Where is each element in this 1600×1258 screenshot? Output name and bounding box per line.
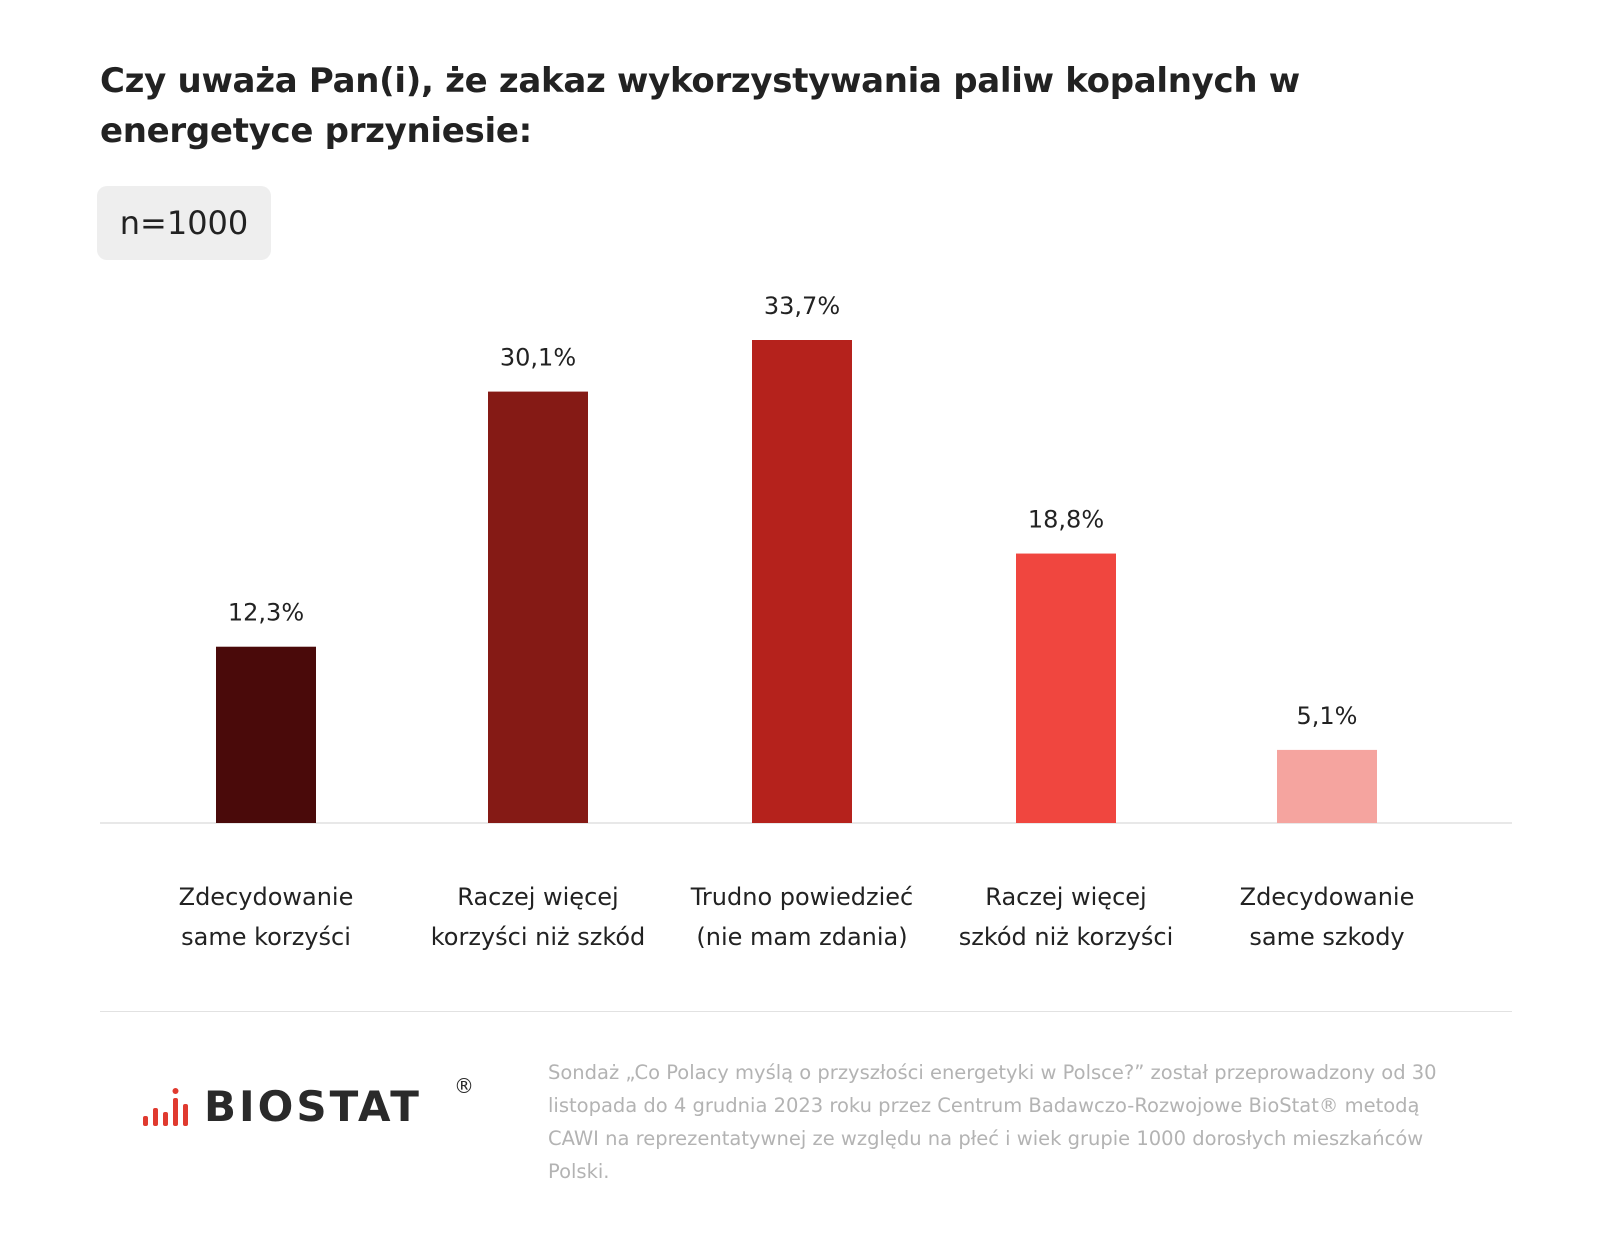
chart-title: Czy uważa Pan(i), że zakaz wykorzystywan… [100, 61, 1300, 151]
bar-4 [1016, 553, 1116, 823]
bar-5 [1277, 749, 1377, 823]
bar-value-label-3: 33,7% [764, 292, 840, 320]
sample-size-badge: n=1000 [97, 186, 271, 260]
category-label-5-line-1: Zdecydowanie [1240, 883, 1415, 911]
bar-3 [752, 340, 852, 823]
signal-bars-icon [143, 1088, 188, 1126]
category-label-1-line-1: Zdecydowanie [179, 883, 354, 911]
logo-wordmark: BIOSTAT [204, 1082, 422, 1131]
category-label-3-line-2: (nie mam zdania) [696, 923, 907, 951]
bar-1 [216, 646, 316, 823]
bar-2 [488, 391, 588, 823]
category-label-5-line-2: same szkody [1249, 923, 1404, 951]
survey-footnote: Sondaż „Co Polacy myślą o przyszłości en… [548, 1061, 1437, 1183]
bar-value-label-2: 30,1% [500, 344, 576, 372]
bar-value-label-5: 5,1% [1297, 702, 1358, 730]
category-label-2-line-2: korzyści niż szkód [431, 923, 646, 951]
bar-value-label-4: 18,8% [1028, 506, 1104, 534]
category-label-4-line-2: szkód niż korzyści [959, 923, 1174, 951]
bar-chart: 12,3% Zdecydowanie same korzyści 30,1% Racze… [100, 292, 1512, 951]
category-label-1-line-2: same korzyści [181, 923, 351, 951]
biostat-logo: BIOSTAT ® [142, 1074, 482, 1142]
category-label-2-line-1: Raczej więcej [457, 883, 618, 911]
category-label-4-line-1: Raczej więcej [985, 883, 1146, 911]
category-label-3-line-1: Trudno powiedzieć [690, 883, 913, 911]
registered-mark: ® [454, 1074, 474, 1098]
footer-divider [100, 1011, 1512, 1012]
bar-value-label-1: 12,3% [228, 599, 304, 627]
